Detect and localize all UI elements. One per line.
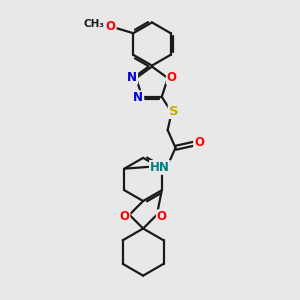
Text: CH₃: CH₃ [83,19,104,29]
Text: N: N [127,70,137,84]
Text: S: S [169,105,178,118]
Text: O: O [194,136,204,149]
Text: O: O [106,20,116,33]
Text: O: O [157,210,167,223]
Text: O: O [119,210,130,223]
Text: N: N [133,91,143,104]
Text: O: O [167,70,177,84]
Text: HN: HN [150,161,170,174]
